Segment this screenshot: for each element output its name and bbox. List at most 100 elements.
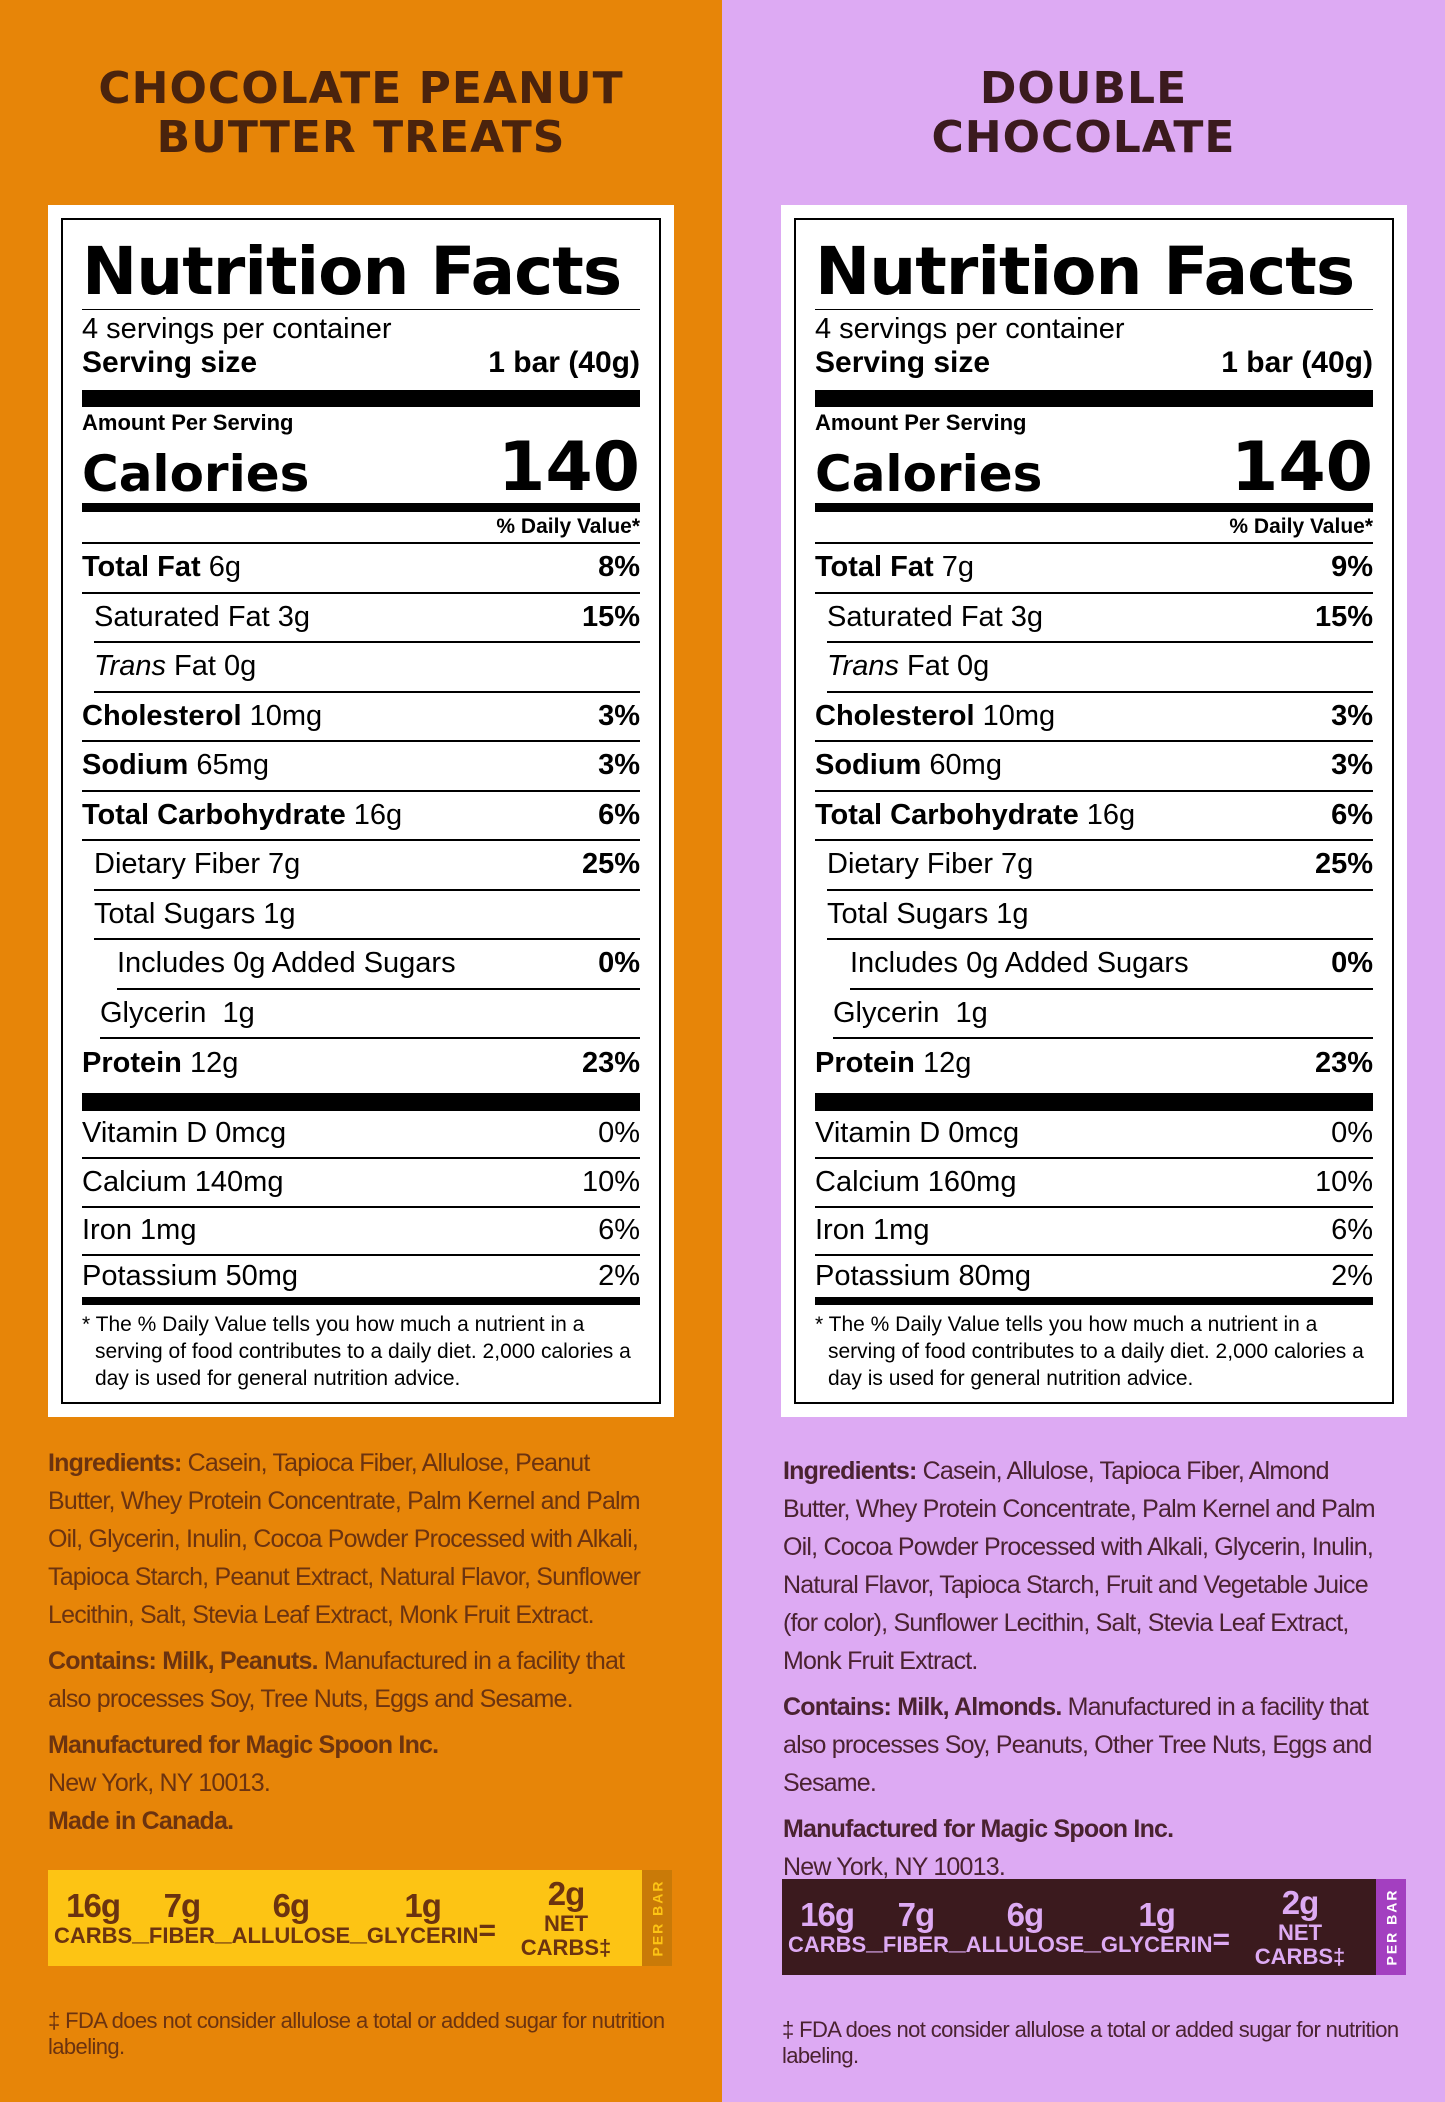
serving-size-row: Serving size 1 bar (40g) (82, 346, 640, 380)
carbs-operator: _ (948, 1923, 966, 1956)
vitamin-pct: 10% (581, 1165, 640, 1198)
carbs-item-label: NET CARBS‡ (520, 1911, 612, 1960)
glycerin-row: Glycerin 1g (833, 990, 1373, 1039)
calories-label: Calories (815, 445, 1043, 503)
calories-value: 140 (498, 428, 640, 507)
nutrient-pct: 0% (598, 947, 640, 980)
nutrient-pct: 15% (1314, 600, 1373, 633)
nutrient-pct: 15% (581, 600, 640, 633)
vitamin-row: Potassium 80mg 2% (815, 1256, 1373, 1305)
carbs-item-label: GLYCERIN (1100, 1932, 1213, 1957)
vitamin-row: Calcium 140mg 10% (82, 1159, 640, 1208)
daily-value-footnote: * The % Daily Value tells you how much a… (82, 1312, 631, 1390)
vitamin-label: Iron 1mg (82, 1214, 197, 1247)
trans-fat-row: Trans Fat 0g (827, 643, 1373, 693)
left-product-panel: CHOCOLATE PEANUT BUTTER TREATS Nutrition… (0, 0, 722, 2102)
ingredients-paragraph: Ingredients: Casein, Tapioca Fiber, Allu… (48, 1444, 648, 1634)
ingredients-block: Ingredients: Casein, Allulose, Tapioca F… (783, 1452, 1383, 1932)
nutrient-pct: 6% (598, 798, 640, 831)
manufacturer-address: New York, NY 10013. (48, 1769, 271, 1797)
carbs-operator: _ (1084, 1923, 1101, 1956)
carbs-item-grams: 16g (800, 1896, 855, 1933)
carbs-item-grams: 6g (1006, 1896, 1045, 1933)
nutrient-label: Sodium (82, 749, 189, 782)
carbs-item-grams: 1g (1138, 1896, 1176, 1933)
vitamin-pct: 2% (1331, 1259, 1373, 1292)
nutrient-label: Total Sugars 1g (827, 897, 1029, 930)
carbs-item: 7g FIBER (149, 1888, 215, 1948)
nutrient-pct: 3% (598, 749, 640, 782)
nutrition-label-card: Nutrition Facts 4 servings per container… (48, 205, 674, 1417)
carbs-operator: _ (132, 1914, 149, 1947)
carbs-operator: _ (866, 1923, 883, 1956)
nutrient-label: Cholesterol (815, 699, 975, 732)
contains-paragraph: Contains: Milk, Peanuts. Manufactured in… (48, 1642, 648, 1718)
nutrient-pct: 3% (1331, 749, 1373, 782)
product-title-line2: BUTTER TREATS (156, 112, 566, 163)
ingredients-text: Casein, Allulose, Tapioca Fiber, Almond … (783, 1457, 1376, 1675)
product-title-line1: DOUBLE (979, 63, 1188, 114)
product-title-line2: CHOCOLATE (931, 112, 1236, 163)
nutrient-label: Dietary Fiber 7g (94, 848, 301, 881)
dietary-fiber-row: Dietary Fiber 7g 25% (827, 841, 1373, 891)
vitamin-pct: 6% (1331, 1214, 1373, 1247)
carbs-item: 7g FIBER (883, 1897, 949, 1957)
nutrient-amount: 10mg (249, 699, 323, 732)
protein-row: Protein 12g 23% (815, 1039, 1373, 1089)
vitamin-pct: 0% (1331, 1117, 1373, 1150)
nutrient-amount: 12g (922, 1047, 972, 1080)
trans-label: Trans (827, 650, 899, 683)
nutrient-pct: 23% (581, 1047, 640, 1080)
vitamin-row: Vitamin D 0mcg 0% (815, 1111, 1373, 1159)
fda-note: ‡ FDA does not consider allulose a total… (48, 2008, 665, 2059)
made-in: Made in Canada. (48, 1807, 234, 1835)
nutrient-pct: 8% (598, 551, 640, 584)
nutrition-facts-label: Nutrition Facts 4 servings per container… (61, 218, 661, 1404)
nutrient-pct: 6% (1331, 798, 1373, 831)
contains-label: Contains: Milk, Almonds. (783, 1693, 1062, 1721)
carbs-item: 16g CARBS (788, 1897, 866, 1957)
contains-paragraph: Contains: Milk, Almonds. Manufactured in… (783, 1688, 1383, 1802)
carbs-item-label: CARBS (54, 1923, 133, 1948)
trans-label: Trans (94, 650, 166, 683)
per-bar-label: PER BAR (1383, 1888, 1400, 1966)
carbs-operator: = (478, 1914, 497, 1947)
nutrient-label: Saturated Fat 3g (94, 600, 311, 633)
ingredients-text: Casein, Tapioca Fiber, Allulose, Peanut … (48, 1449, 641, 1629)
per-bar-label: PER BAR (649, 1879, 666, 1957)
calories-row: Calories 140 (815, 434, 1373, 512)
vitamin-label: Calcium 140mg (82, 1165, 284, 1198)
carbs-item-grams: 16g (66, 1887, 121, 1924)
carbs-item-grams: 6g (272, 1887, 311, 1924)
carbs-item-label: ALLULOSE (231, 1923, 351, 1948)
nutrient-amount: 60mg (929, 749, 1002, 782)
carbs-item-grams: 7g (163, 1887, 202, 1924)
cholesterol-row: Cholesterol 10mg 3% (82, 693, 640, 742)
nutrient-label: Saturated Fat 3g (827, 600, 1044, 633)
carbs-item-label: FIBER (882, 1932, 949, 1957)
thick-divider (82, 390, 640, 407)
vitamin-label: Potassium 80mg (815, 1259, 1031, 1292)
ingredients-block: Ingredients: Casein, Tapioca Fiber, Allu… (48, 1444, 648, 1848)
daily-value-footnote: * The % Daily Value tells you how much a… (815, 1312, 1364, 1390)
net-carbs-bar: 16g CARBS _ 7g FIBER _ 6g ALLULOSE _ 1g … (782, 1879, 1406, 1975)
carbs-item: 1g GLYCERIN (1101, 1897, 1213, 1957)
vitamin-pct: 6% (598, 1214, 640, 1247)
ingredients-paragraph: Ingredients: Casein, Allulose, Tapioca F… (783, 1452, 1383, 1680)
total-sugars-row: Total Sugars 1g (94, 891, 640, 940)
cholesterol-row: Cholesterol 10mg 3% (815, 693, 1373, 742)
per-bar-tag: PER BAR (1376, 1879, 1406, 1975)
net-carbs-equation: 16g CARBS _ 7g FIBER _ 6g ALLULOSE _ 1g … (782, 1879, 1376, 1975)
manufacturer-paragraph: Manufactured for Magic Spoon Inc. New Yo… (48, 1726, 648, 1840)
saturated-fat-row: Saturated Fat 3g 15% (827, 594, 1373, 643)
nutrient-label: Total Carbohydrate (815, 798, 1079, 831)
nutrient-pct: 25% (1314, 848, 1373, 881)
carbs-operator: _ (350, 1914, 367, 1947)
sodium-row: Sodium 60mg 3% (815, 742, 1373, 792)
thick-divider (815, 390, 1373, 407)
carbs-item: 6g ALLULOSE (232, 1888, 351, 1948)
vitamin-row: Iron 1mg 6% (82, 1208, 640, 1256)
net-carbs-equation: 16g CARBS _ 7g FIBER _ 6g ALLULOSE _ 1g … (48, 1870, 642, 1966)
carbs-item-label: FIBER (148, 1923, 215, 1948)
nutrient-label: Protein (815, 1047, 915, 1080)
